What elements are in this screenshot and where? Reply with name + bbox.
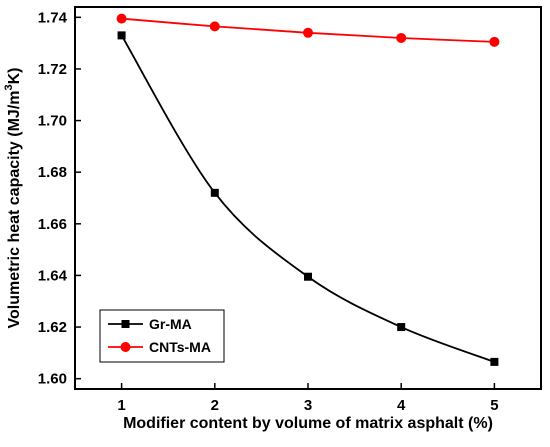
- x-tick-label: 3: [304, 397, 312, 414]
- y-tick-label: 1.70: [38, 113, 67, 130]
- legend-gr-ma-label: Gr-MA: [149, 316, 192, 332]
- legend-cnts-ma-label: CNTs-MA: [149, 339, 211, 355]
- legend-gr-ma-marker: [121, 320, 130, 328]
- x-tick-label: 1: [117, 397, 125, 414]
- y-axis-title-tail: K): [6, 67, 23, 84]
- data-point-cnts-ma: [303, 27, 313, 38]
- y-axis-title-superscript: 3: [3, 84, 15, 90]
- y-tick-label: 1.64: [38, 267, 68, 284]
- data-point-gr-ma: [210, 188, 219, 197]
- data-point-gr-ma: [304, 272, 312, 281]
- x-tick-label: 5: [490, 397, 498, 414]
- x-axis-ticks: 1 2 3 4 5: [117, 383, 499, 414]
- data-point-cnts-ma: [209, 21, 220, 32]
- data-point-gr-ma: [117, 31, 126, 40]
- series-line-gr-ma: [120, 34, 495, 363]
- data-point-cnts-ma: [116, 13, 127, 24]
- legend: Gr-MA CNTs-MA: [99, 309, 225, 363]
- series-layer: [116, 13, 500, 366]
- y-tick-label: 1.74: [38, 9, 68, 26]
- y-tick-label: 1.72: [38, 61, 67, 78]
- data-point-gr-ma: [397, 323, 406, 332]
- x-tick-label: 4: [397, 397, 406, 414]
- legend-box: [99, 309, 225, 363]
- data-point-gr-ma: [490, 357, 499, 366]
- x-axis-title: Modifier content by volume of matrix asp…: [123, 415, 493, 432]
- y-axis-title: Volumetric heat capacity (MJ/m3K): [3, 67, 23, 328]
- data-point-cnts-ma: [489, 36, 500, 47]
- legend-cnts-ma-marker: [120, 342, 131, 352]
- y-axis-title-main: Volumetric heat capacity (MJ/m: [6, 91, 23, 329]
- data-point-cnts-ma: [396, 32, 407, 43]
- y-tick-label: 1.66: [38, 216, 67, 233]
- y-tick-label: 1.62: [38, 319, 67, 336]
- y-axis-ticks: 1.60 1.62 1.64 1.66 1.68 1.70 1.72 1.74: [38, 9, 81, 388]
- x-tick-label: 2: [211, 397, 219, 414]
- y-tick-label: 1.68: [38, 164, 67, 181]
- y-tick-label: 1.60: [38, 371, 67, 388]
